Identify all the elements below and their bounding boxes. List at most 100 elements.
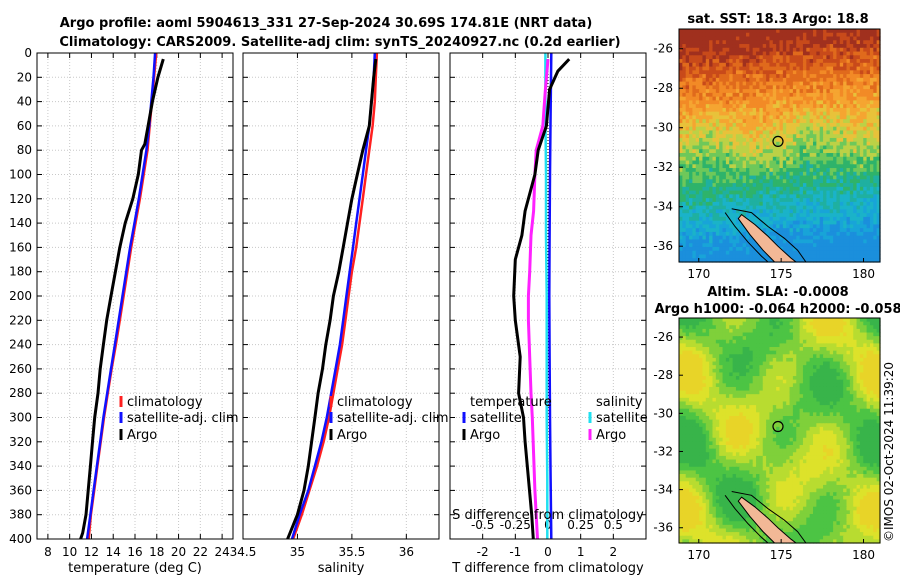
map-x-tick-label: 175 bbox=[770, 548, 793, 562]
x-tick-label: 0 bbox=[544, 545, 552, 559]
map-y-tick-label: -32 bbox=[653, 444, 673, 458]
temperature-argo-line bbox=[79, 58, 165, 540]
figure-title-line1: Argo profile: aoml 5904613_331 27-Sep-20… bbox=[60, 16, 593, 31]
x-tick-label: 12 bbox=[84, 545, 99, 559]
legend-temperature-satellite-label: satellite-adj. clim bbox=[127, 411, 239, 426]
legend-diff-temp-satellite-label: satellite bbox=[470, 411, 522, 426]
sst-map: 170 175 180 -26 -28 -30 -32 -34 -36 bbox=[653, 28, 881, 281]
sla-map-title-line1: Altim. SLA: -0.0008 bbox=[707, 285, 848, 300]
map-y-tick-label: -30 bbox=[653, 406, 673, 420]
y-tick-label: 360 bbox=[9, 483, 32, 497]
legend-salinity-title: salinity bbox=[596, 395, 643, 410]
x-tick-label: -2 bbox=[477, 545, 489, 559]
y-tick-label: 320 bbox=[9, 435, 32, 449]
sal-diff-tick-label: -0.5 bbox=[471, 518, 494, 532]
bathymetry-contour bbox=[724, 212, 769, 263]
x-tick-label: 36 bbox=[399, 545, 414, 559]
y-tick-label: 180 bbox=[9, 265, 32, 279]
figure-title-line2: Climatology: CARS2009. Satellite-adj cli… bbox=[59, 35, 620, 50]
argo-location-marker bbox=[772, 135, 784, 147]
legend-temperature-argo-label: Argo bbox=[127, 428, 157, 443]
y-tick-label: 380 bbox=[9, 508, 32, 522]
legend-salinity-argo-label: Argo bbox=[337, 428, 367, 443]
sal-diff-satellite-line bbox=[544, 53, 549, 539]
sal-diff-argo-line bbox=[526, 58, 550, 540]
x-tick-label: 22 bbox=[193, 545, 208, 559]
y-tick-label: 20 bbox=[17, 70, 32, 84]
bathymetry-contour bbox=[731, 208, 807, 263]
y-tick-label: 140 bbox=[9, 216, 32, 230]
sst-map-title: sat. SST: 18.3 Argo: 18.8 bbox=[687, 12, 868, 27]
temp-diff-satellite-line bbox=[548, 52, 553, 540]
salinity-xlabel: salinity bbox=[318, 561, 365, 576]
y-tick-label: 240 bbox=[9, 338, 32, 352]
x-tick-label: 10 bbox=[62, 545, 77, 559]
legend-temperature-title: temperature bbox=[470, 395, 552, 410]
axes-frame bbox=[36, 52, 234, 540]
sla-map: 170 175 180 -26 -28 -30 -32 -34 -36 bbox=[653, 317, 881, 562]
y-tick-label: 340 bbox=[9, 459, 32, 473]
y-tick-label: 80 bbox=[17, 143, 32, 157]
sla-map-title-line2: Argo h1000: -0.064 h2000: -0.058 bbox=[654, 302, 900, 317]
y-tick-label: 160 bbox=[9, 240, 32, 254]
y-tick-label: 260 bbox=[9, 362, 32, 376]
legend-temperature-climatology-label: climatology bbox=[127, 395, 203, 410]
map-x-tick-label: 170 bbox=[687, 267, 710, 281]
y-tick-label: 220 bbox=[9, 313, 32, 327]
x-tick-label: 20 bbox=[171, 545, 186, 559]
argo-location-marker bbox=[772, 420, 784, 433]
y-tick-label: 200 bbox=[9, 289, 32, 303]
map-y-tick-label: -30 bbox=[653, 121, 673, 135]
x-tick-label: 1 bbox=[577, 545, 585, 559]
sal-diff-tick-label: -0.25 bbox=[500, 518, 531, 532]
legend-diff-temp-argo-label: Argo bbox=[470, 428, 500, 443]
map-frame bbox=[678, 28, 881, 263]
y-tick-label: 40 bbox=[17, 95, 32, 109]
salinity-climatology-line bbox=[291, 52, 379, 540]
bathymetry-contour bbox=[731, 491, 807, 544]
y-tick-label: 100 bbox=[9, 168, 32, 182]
y-tick-label: 0 bbox=[24, 46, 32, 60]
legend-salinity-climatology-label: climatology bbox=[337, 395, 413, 410]
map-x-tick-label: 180 bbox=[852, 548, 875, 562]
map-y-tick-label: -28 bbox=[653, 81, 673, 95]
y-tick-label: 280 bbox=[9, 386, 32, 400]
temperature-satellite-line bbox=[85, 52, 157, 540]
salinity-panel: 34.5 35 35.5 36 salinity climatologysatellite… bbox=[230, 52, 449, 576]
bathymetry-contour bbox=[724, 495, 769, 544]
legend-diff-sal-argo-label: Argo bbox=[596, 428, 626, 443]
x-tick-label: 35 bbox=[290, 545, 305, 559]
x-tick-label: 16 bbox=[127, 545, 142, 559]
map-frame bbox=[678, 317, 881, 544]
sal-diff-axis-label: S difference from climatology bbox=[452, 508, 644, 523]
y-tick-label: 120 bbox=[9, 192, 32, 206]
y-tick-label: 400 bbox=[9, 532, 32, 546]
sal-diff-tick-label: 0.5 bbox=[604, 518, 623, 532]
map-y-tick-label: -36 bbox=[653, 521, 673, 535]
legend-diff-sal-satellite-label: satellite bbox=[596, 411, 648, 426]
x-tick-label: -1 bbox=[509, 545, 521, 559]
heatmap-cells bbox=[679, 318, 881, 544]
temperature-panel: 0 20 40 60 80 100 120 140 160 180 200 220 240 260 280 3… bbox=[9, 46, 239, 576]
x-tick-label: 24 bbox=[214, 545, 229, 559]
y-tick-label: 300 bbox=[9, 411, 32, 425]
map-x-tick-label: 170 bbox=[687, 548, 710, 562]
y-tick-label: 60 bbox=[17, 119, 32, 133]
map-x-tick-label: 175 bbox=[770, 267, 793, 281]
legend-salinity-satellite-label: satellite-adj. clim bbox=[337, 411, 449, 426]
x-tick-label: 18 bbox=[149, 545, 164, 559]
x-tick-label: 35.5 bbox=[339, 545, 366, 559]
map-y-tick-label: -28 bbox=[653, 368, 673, 382]
map-y-tick-label: -32 bbox=[653, 160, 673, 174]
x-tick-label: 8 bbox=[44, 545, 52, 559]
x-tick-label: 14 bbox=[106, 545, 121, 559]
axes-frame bbox=[242, 52, 440, 540]
map-x-tick-label: 180 bbox=[852, 267, 875, 281]
map-y-tick-label: -26 bbox=[653, 330, 673, 344]
map-y-tick-label: -26 bbox=[653, 42, 673, 56]
sal-diff-tick-label: 0.25 bbox=[567, 518, 594, 532]
x-tick-label: 2 bbox=[610, 545, 618, 559]
map-y-tick-label: -36 bbox=[653, 239, 673, 253]
